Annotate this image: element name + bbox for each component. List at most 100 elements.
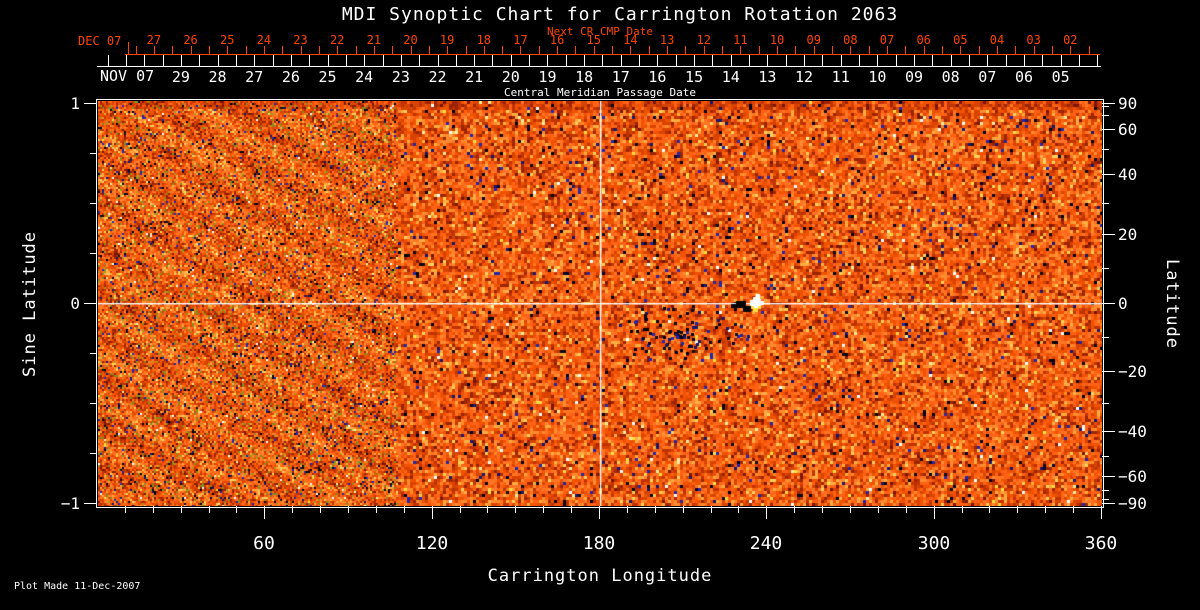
next-cr-tick-label: 10 bbox=[769, 33, 785, 47]
next-cr-axis-tick bbox=[301, 46, 302, 54]
next-cr-axis-tick bbox=[502, 46, 503, 54]
cmp-axis-tick bbox=[383, 55, 384, 66]
cmp-axis-tick bbox=[749, 55, 750, 66]
cmp-tick-label: 22 bbox=[428, 68, 447, 86]
next-cr-axis-tick bbox=[942, 46, 943, 54]
bottom-axis-minor-tick bbox=[1045, 506, 1046, 513]
next-cr-axis-tick bbox=[337, 46, 338, 54]
right-axis-major-tick bbox=[1102, 174, 1115, 175]
cmp-axis-tick bbox=[694, 55, 695, 66]
cmp-axis-tick bbox=[932, 55, 933, 66]
next-cr-axis-tick bbox=[740, 46, 741, 54]
cmp-axis-tick bbox=[108, 55, 109, 66]
cmp-tick-label: 11 bbox=[831, 68, 850, 86]
next-cr-axis-tick bbox=[649, 46, 650, 54]
page-title: MDI Synoptic Chart for Carrington Rotati… bbox=[341, 4, 899, 25]
next-cr-axis-line bbox=[125, 54, 1100, 55]
next-cr-axis-tick bbox=[667, 46, 668, 54]
left-axis-tick-label: −1 bbox=[60, 494, 80, 513]
next-cr-axis-tick bbox=[924, 46, 925, 54]
next-cr-axis-tick bbox=[264, 46, 265, 54]
next-cr-tick-label: 04 bbox=[989, 33, 1005, 47]
bottom-axis-minor-tick bbox=[906, 506, 907, 513]
cmp-axis-tick bbox=[822, 55, 823, 66]
right-axis-tick-label: −20 bbox=[1118, 362, 1147, 381]
next-cr-axis-tick bbox=[850, 46, 851, 54]
next-cr-tick-label: 08 bbox=[843, 33, 858, 47]
next-cr-axis-tick bbox=[594, 46, 595, 54]
cmp-tick-label: 20 bbox=[501, 68, 520, 86]
next-cr-axis-tick bbox=[154, 46, 155, 54]
cmp-tick-label: 24 bbox=[355, 68, 374, 86]
cmp-axis-tick bbox=[877, 55, 878, 66]
next-cr-month-label: DEC 07 bbox=[78, 34, 122, 48]
cmp-tick-label: 14 bbox=[721, 68, 740, 86]
cmp-axis-tick bbox=[804, 55, 805, 66]
next-cr-axis-tick bbox=[447, 46, 448, 54]
bottom-axis-tick-label: 240 bbox=[749, 533, 783, 554]
bottom-axis-minor-tick bbox=[627, 506, 628, 513]
next-cr-axis-tick bbox=[795, 46, 796, 54]
cmp-tick-label: 13 bbox=[758, 68, 777, 86]
next-cr-tick-label: 26 bbox=[183, 33, 198, 47]
cmp-axis-tick bbox=[712, 55, 713, 66]
plot-made-note: Plot Made 11-Dec-2007 bbox=[14, 581, 141, 592]
cmp-axis-tick bbox=[1006, 55, 1007, 66]
bottom-axis-minor-tick bbox=[376, 506, 377, 513]
next-cr-axis-tick bbox=[557, 46, 558, 54]
cmp-tick-label: 07 bbox=[978, 68, 997, 86]
next-cr-axis-tick bbox=[979, 46, 980, 54]
next-cr-axis-tick bbox=[575, 46, 576, 54]
cmp-axis-tick bbox=[731, 55, 732, 66]
bottom-axis-major-tick bbox=[934, 506, 935, 519]
cmp-axis-tick bbox=[126, 55, 127, 66]
next-cr-axis-tick bbox=[960, 46, 961, 54]
cmp-axis-tick bbox=[529, 55, 530, 66]
next-cr-tick-label: 23 bbox=[293, 33, 308, 47]
cmp-axis-tick bbox=[456, 55, 457, 66]
right-axis-tick-label: −40 bbox=[1118, 422, 1147, 441]
cmp-tick-label: 27 bbox=[245, 68, 264, 86]
left-axis-minor-tick bbox=[90, 153, 97, 154]
cmp-tick-label: 08 bbox=[941, 68, 960, 86]
bottom-axis-minor-tick bbox=[515, 506, 516, 513]
next-cr-axis-tick bbox=[1052, 46, 1053, 54]
cmp-axis-tick bbox=[163, 55, 164, 66]
cmp-axis-tick bbox=[951, 55, 952, 66]
synoptic-magnetogram-image bbox=[98, 101, 1102, 506]
right-axis-minor-tick bbox=[1102, 106, 1109, 107]
cmp-axis-tick bbox=[364, 55, 365, 66]
cmp-axis-tick bbox=[547, 55, 548, 66]
left-axis-minor-tick bbox=[90, 253, 97, 254]
right-axis-major-tick bbox=[1102, 503, 1115, 504]
cmp-axis-tick bbox=[291, 55, 292, 66]
next-cr-axis-tick bbox=[997, 46, 998, 54]
next-cr-axis-major-tick bbox=[128, 42, 129, 54]
next-cr-tick-label: 15 bbox=[586, 33, 601, 47]
cmp-tick-label: 18 bbox=[575, 68, 594, 86]
bottom-axis-minor-tick bbox=[153, 506, 154, 513]
next-cr-axis-title: Next CR CMP Date bbox=[547, 25, 653, 38]
next-cr-tick-label: 18 bbox=[476, 33, 492, 47]
left-axis-title: Sine Latitude bbox=[20, 230, 40, 378]
next-cr-axis-tick bbox=[191, 46, 192, 54]
left-axis-minor-tick bbox=[90, 353, 97, 354]
right-axis-major-tick bbox=[1102, 431, 1115, 432]
next-cr-tick-label: 02 bbox=[1063, 33, 1078, 47]
bottom-axis-minor-tick bbox=[543, 506, 544, 513]
next-cr-tick-label: 22 bbox=[329, 33, 345, 47]
bottom-axis-major-tick bbox=[766, 506, 767, 519]
cmp-axis-tick bbox=[639, 55, 640, 66]
cmp-tick-label: 15 bbox=[685, 68, 704, 86]
right-axis-minor-tick bbox=[1102, 456, 1109, 457]
cmp-tick-label: 28 bbox=[208, 68, 227, 86]
cmp-axis-tick bbox=[438, 55, 439, 66]
next-cr-tick-label: 12 bbox=[696, 33, 711, 47]
bottom-axis-major-tick bbox=[599, 506, 600, 519]
cmp-axis-tick bbox=[914, 55, 915, 66]
right-axis-major-tick bbox=[1102, 476, 1115, 477]
next-cr-axis-tick bbox=[466, 46, 467, 54]
bottom-axis-minor-tick bbox=[878, 506, 879, 513]
cmp-axis-tick bbox=[767, 55, 768, 66]
next-cr-axis-tick bbox=[136, 46, 137, 54]
